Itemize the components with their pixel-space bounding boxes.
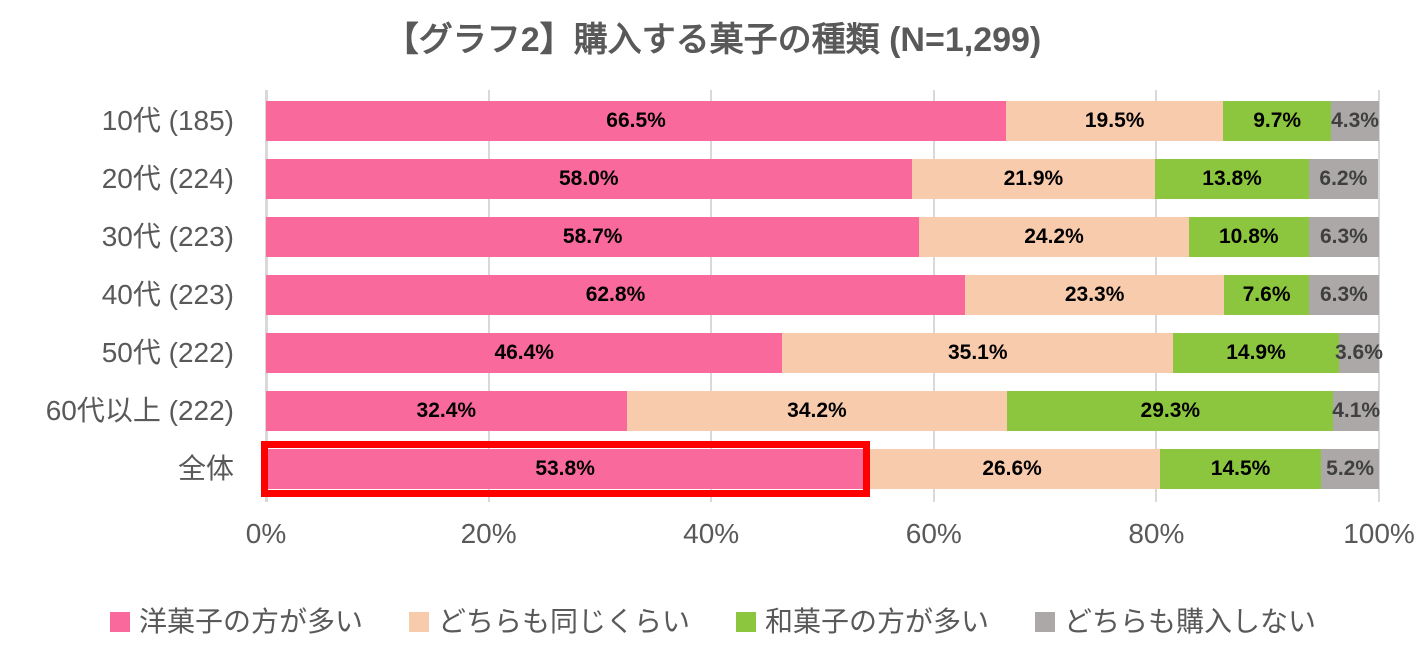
bar-segment: 5.2%	[1321, 449, 1379, 489]
plot-area: 0% 20% 40% 60% 80% 100% 66.5% 19.5% 9.7% 4.3% 58.0…	[246, 90, 1415, 549]
segment-value-label: 58.0%	[558, 167, 619, 190]
bar-segment: 24.2%	[919, 217, 1189, 257]
segment-value-label: 35.1%	[947, 341, 1008, 364]
segment-value-label: 23.3%	[1064, 283, 1125, 306]
legend-label: どちらも同じくらい	[437, 606, 690, 637]
legend-swatch	[736, 611, 756, 632]
bar-segment: 29.3%	[1007, 391, 1334, 431]
segment-value-label: 4.1%	[1332, 399, 1381, 422]
bar-segment: 10.8%	[1188, 217, 1309, 257]
segment-value-label: 58.7%	[562, 225, 623, 248]
segment-value-label: 62.8%	[585, 283, 646, 306]
bar-segment: 32.4%	[266, 391, 627, 431]
x-tick-label: 20%	[460, 518, 517, 549]
chart-title: 【グラフ2】購入する菓子の種類 (N=1,299)	[384, 21, 1042, 59]
bar-segment: 58.7%	[266, 217, 920, 257]
bar-row: 58.7% 24.2% 10.8% 6.3%	[266, 217, 1379, 257]
segment-value-label: 6.3%	[1319, 225, 1368, 248]
bar-segment: 35.1%	[782, 333, 1174, 373]
bar-row: 32.4% 34.2% 29.3% 4.1%	[266, 391, 1381, 431]
bar-row: 58.0% 21.9% 13.8% 6.2%	[266, 159, 1379, 199]
x-tick-label: 0%	[245, 518, 287, 549]
bar-row: 62.8% 23.3% 7.6% 6.3%	[266, 275, 1379, 315]
bar-segment: 62.8%	[266, 275, 965, 315]
bar-segment: 7.6%	[1224, 275, 1309, 315]
segment-value-label: 3.6%	[1335, 341, 1383, 364]
legend: 洋菓子の方が多い どちらも同じくらい 和菓子の方が多い どちらも購入しない	[0, 600, 1426, 640]
segment-value-label: 9.7%	[1253, 109, 1302, 132]
x-tick-label: 80%	[1128, 518, 1185, 549]
legend-item: どちらも同じくらい	[408, 600, 690, 640]
bar-segment: 34.2%	[626, 391, 1008, 431]
bar-segment: 6.3%	[1308, 275, 1379, 315]
bar-segment: 58.0%	[266, 159, 912, 199]
segment-value-label: 6.2%	[1319, 167, 1368, 190]
legend-swatch	[109, 611, 130, 632]
legend-swatch	[408, 611, 429, 632]
legend-label: 洋菓子の方が多い	[138, 606, 363, 637]
bar-segment: 4.3%	[1331, 101, 1379, 141]
segment-value-label: 53.8%	[535, 457, 595, 480]
category-label: 50代 (222)	[101, 337, 234, 368]
segment-value-label: 34.2%	[787, 399, 847, 422]
category-label: 20代 (224)	[101, 163, 234, 194]
segment-value-label: 19.5%	[1084, 109, 1145, 132]
x-tick-label: 60%	[905, 518, 962, 549]
segment-value-label: 5.2%	[1326, 457, 1375, 480]
bar-segment: 13.8%	[1155, 159, 1309, 199]
bar-segment: 14.9%	[1173, 333, 1339, 373]
bar-segment: 4.1%	[1332, 391, 1381, 431]
bar-segment: 9.7%	[1223, 101, 1332, 141]
category-label: 40代 (223)	[101, 279, 234, 310]
legend-item: 和菓子の方が多い	[736, 600, 989, 640]
legend-swatch	[1035, 611, 1056, 632]
bar-segment: 26.6%	[864, 449, 1160, 489]
segment-value-label: 32.4%	[416, 399, 477, 422]
segment-value-label: 24.2%	[1024, 225, 1084, 248]
legend-item: 洋菓子の方が多い	[109, 600, 363, 640]
category-label: 30代 (223)	[101, 221, 234, 252]
segment-value-label: 6.3%	[1319, 283, 1368, 306]
legend-label: 和菓子の方が多い	[765, 606, 990, 637]
segment-value-label: 14.5%	[1210, 457, 1271, 480]
bar-segment: 6.3%	[1308, 217, 1379, 257]
category-label: 60代以上 (222)	[45, 395, 234, 426]
bar-segment: 3.6%	[1335, 333, 1383, 373]
bar-segment: 66.5%	[266, 101, 1007, 141]
bar-segment: 6.2%	[1308, 159, 1378, 199]
segment-value-label: 14.9%	[1226, 341, 1286, 364]
bar-segment: 23.3%	[964, 275, 1225, 315]
category-label: 全体	[177, 453, 234, 484]
bar-segment: 21.9%	[911, 159, 1156, 199]
bar-segment: 46.4%	[266, 333, 783, 373]
bar-row: 66.5% 19.5% 9.7% 4.3%	[266, 101, 1379, 141]
bar-segment: 53.8%	[266, 449, 865, 489]
bar-row: 53.8% 26.6% 14.5% 5.2%	[266, 449, 1379, 489]
segment-value-label: 29.3%	[1140, 399, 1201, 422]
x-tick-label: 40%	[683, 518, 740, 549]
bar-segment: 14.5%	[1159, 449, 1322, 489]
segment-value-label: 21.9%	[1003, 167, 1064, 190]
segment-value-label: 4.3%	[1331, 109, 1379, 132]
segment-value-label: 7.6%	[1242, 283, 1291, 306]
segment-value-label: 10.8%	[1219, 225, 1279, 248]
segment-value-label: 13.8%	[1202, 167, 1262, 190]
bar-segment: 19.5%	[1006, 101, 1224, 141]
legend-item: どちらも購入しない	[1035, 600, 1316, 640]
segment-value-label: 46.4%	[494, 341, 554, 364]
bar-row: 46.4% 35.1% 14.9% 3.6%	[266, 333, 1383, 373]
segment-value-label: 26.6%	[982, 457, 1042, 480]
category-label: 10代 (185)	[101, 105, 234, 136]
legend-label: どちらも購入しない	[1064, 606, 1317, 637]
gridline	[1378, 90, 1380, 502]
segment-value-label: 66.5%	[606, 109, 666, 132]
x-tick-label: 100%	[1343, 518, 1415, 549]
